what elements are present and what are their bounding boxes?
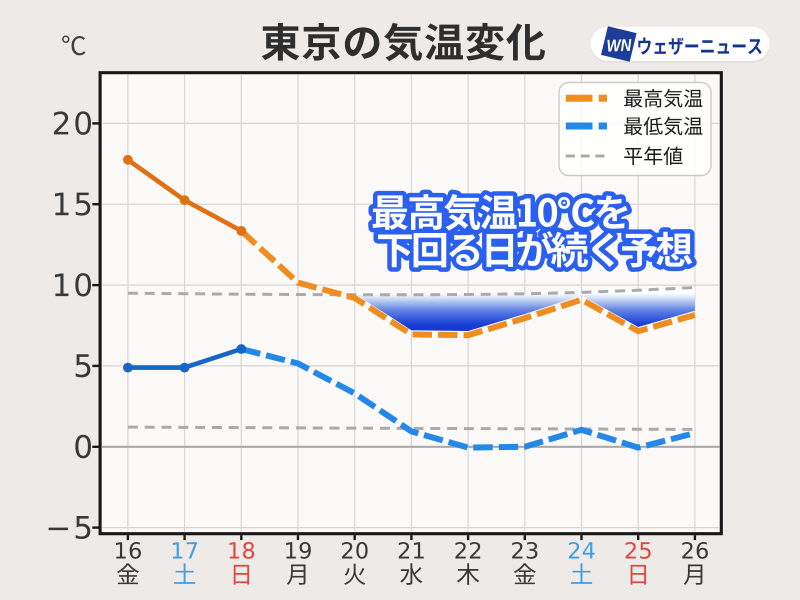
svg-text:WN: WN bbox=[606, 36, 632, 56]
